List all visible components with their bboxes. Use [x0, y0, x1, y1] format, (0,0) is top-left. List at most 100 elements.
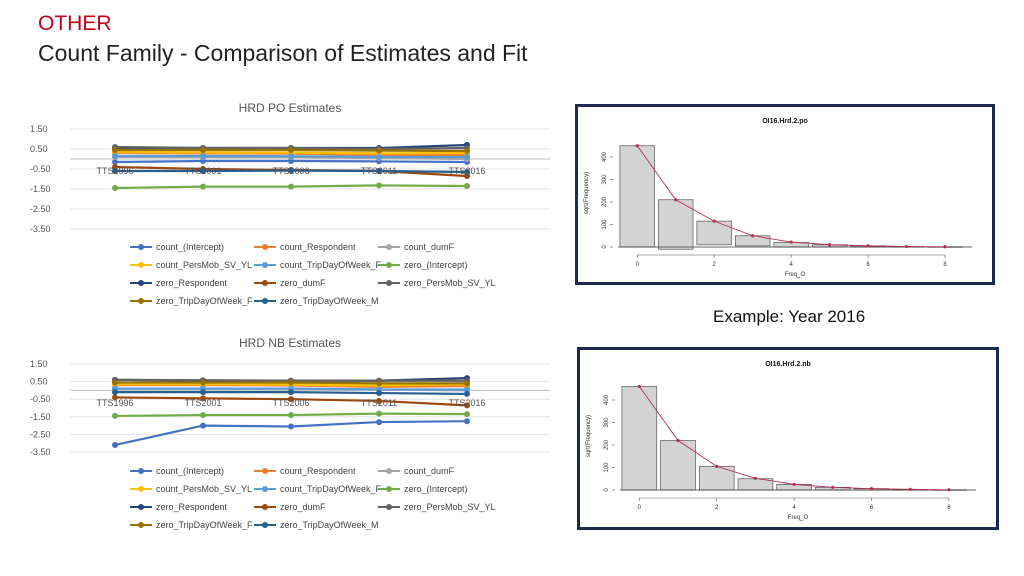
data-point [112, 168, 118, 174]
legend-swatch [378, 280, 400, 286]
legend-swatch [130, 486, 152, 492]
y-tick-label: 200 [602, 196, 608, 207]
data-point [376, 154, 382, 160]
chart-title: HRD PO Estimates [238, 101, 342, 115]
y-axis-label: sqrt(Frequency) [584, 172, 590, 214]
x-tick-label: TTS2016 [448, 398, 485, 408]
fit-point [869, 487, 874, 491]
data-point [464, 418, 470, 425]
legend-item: zero_dumF [254, 278, 326, 288]
legend-item: count_TripDayOfWeek_F [254, 260, 381, 270]
legend-swatch [254, 262, 276, 268]
data-point [200, 147, 206, 153]
y-tick-label: -1.50 [30, 184, 51, 194]
histogram-title: OI16.Hrd.2.po [762, 118, 808, 125]
y-tick-label: 100 [602, 219, 608, 230]
data-point [464, 183, 470, 189]
legend-item: zero_Respondent [130, 278, 227, 288]
histogram-bar [660, 440, 696, 491]
legend-label: zero_TripDayOfWeek_M [280, 520, 379, 530]
fit-point [943, 245, 947, 249]
nb-estimates-chart: HRD NB Estimates 1.50 0.50 -0.50 -1.50 -2.50… [30, 330, 550, 540]
legend-label: count_dumF [404, 242, 455, 252]
histogram-bar [696, 220, 732, 246]
data-point [200, 389, 206, 396]
data-point [112, 185, 118, 191]
legend-swatch [254, 280, 276, 286]
data-point [464, 154, 470, 160]
histogram-bar [658, 199, 694, 250]
data-point [288, 147, 294, 153]
chart-title: HRD NB Estimates [238, 336, 342, 350]
legend-item: zero_PersMob_SV_YL [378, 502, 496, 512]
data-point [200, 379, 206, 386]
legend-label: zero_TripDayOfWeek_M [280, 296, 379, 306]
legend-swatch [378, 244, 400, 250]
legend-swatch [130, 468, 152, 474]
y-tick-label: 0 [602, 245, 608, 249]
data-point [464, 169, 470, 175]
legend-item: count_Respondent [254, 242, 356, 252]
y-tick-label: 400 [602, 151, 608, 162]
y-tick-label: -3.50 [30, 447, 51, 457]
po-estimates-chart: HRD PO Estimates 1.50 0.50 -0.50 -1.50 -2.50… [30, 95, 550, 320]
data-point [376, 390, 382, 397]
x-tick-label: 0 [636, 262, 640, 268]
y-tick-label: 0 [604, 488, 610, 492]
y-tick-label: 100 [604, 462, 610, 473]
legend-label: count_TripDayOfWeek_F [280, 484, 382, 494]
data-point [464, 402, 470, 409]
data-point [464, 390, 470, 397]
fit-point [831, 485, 835, 489]
data-point [376, 182, 382, 189]
legend-label: zero_dumF [280, 278, 326, 288]
fit-point [753, 476, 758, 480]
x-tick-label: TTS2006 [272, 166, 309, 176]
legend-swatch [254, 298, 276, 304]
po-estimates-plot: 1.50 0.50 -0.50 -1.50 -2.50 -3.50 TTS1996 TTS20… [30, 124, 550, 234]
legend-swatch [130, 298, 152, 304]
x-tick-label: TTS2001 [184, 398, 221, 408]
legend-item: count_(Intercept) [130, 466, 224, 476]
fit-point [908, 487, 912, 491]
nb-estimates-plot: 1.50 0.50 -0.50 -1.50 -2.50 -3.50 TTS1996 TTS20… [30, 359, 550, 457]
legend-item: count_PersMob_SV_YL [130, 484, 252, 494]
data-point [112, 159, 118, 165]
legend-label: zero_TripDayOfWeek_F [156, 520, 253, 530]
data-point [288, 389, 294, 396]
fit-point [947, 488, 951, 492]
data-point [112, 153, 118, 159]
legend-label: count_(Intercept) [156, 242, 225, 252]
data-point [288, 183, 294, 190]
legend-item: count_dumF [378, 242, 454, 252]
data-point [112, 379, 118, 386]
data-point [376, 168, 382, 174]
x-tick-label: TTS2011 [361, 166, 397, 176]
y-tick-label: -2.50 [30, 204, 51, 214]
x-tick-label: 2 [713, 262, 717, 268]
legend-item: zero_dumF [254, 502, 326, 512]
legend-swatch [254, 522, 276, 528]
data-point [112, 394, 118, 401]
nb-histogram-plot: OI16.Hrd.2.nb 0 100 200 300 400 sqrt(Frequency… [586, 361, 976, 521]
legend-item: zero_Respondent [130, 502, 227, 512]
legend-label: zero_(Intercept) [404, 484, 468, 494]
data-point [200, 412, 206, 419]
x-tick-label: 4 [789, 262, 793, 268]
legend-swatch [130, 280, 152, 286]
y-tick-label: 0.50 [30, 377, 48, 387]
legend-label: count_Respondent [280, 466, 356, 476]
legend-item: count_(Intercept) [130, 242, 224, 252]
fit-point [751, 234, 755, 238]
legend-swatch [254, 468, 276, 474]
legend-swatch [130, 244, 152, 250]
fit-point [789, 240, 793, 244]
po-histogram-panel: OI16.Hrd.2.po 0 100 200 300 400 sqrt(Frequency… [575, 104, 995, 285]
legend-label: zero_Respondent [156, 278, 228, 288]
legend-item: zero_TripDayOfWeek_M [254, 296, 379, 306]
data-point [376, 380, 382, 387]
fit-point [828, 243, 832, 247]
legend-label: zero_(Intercept) [404, 260, 468, 270]
y-tick-label: 300 [604, 417, 610, 428]
fit-point [792, 482, 796, 486]
